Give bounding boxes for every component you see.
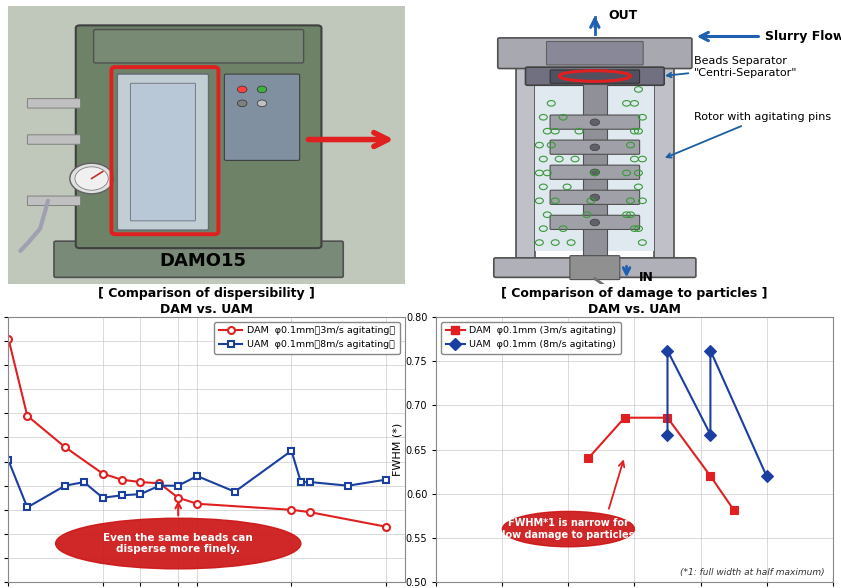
UAM  φ0.1mm（8m/s agitating） [117,492,127,499]
FancyBboxPatch shape [550,70,640,83]
DAM  φ0.1mm（3m/s agitating） [98,470,108,477]
Circle shape [590,169,600,176]
UAM  φ0.1mm（8m/s agitating） [192,473,202,480]
UAM  φ0.1mm (8m/s agitating) [706,431,716,438]
Line: DAM  φ0.1mm (3m/s agitating): DAM φ0.1mm (3m/s agitating) [584,413,738,514]
FancyBboxPatch shape [130,83,195,221]
FancyBboxPatch shape [550,215,640,229]
FancyBboxPatch shape [516,45,536,268]
Text: Even the same beads can
disperse more finely.: Even the same beads can disperse more fi… [103,533,253,554]
FancyBboxPatch shape [28,135,81,144]
Text: (*1: full width at half maximum): (*1: full width at half maximum) [680,568,825,577]
FancyBboxPatch shape [654,45,674,268]
Line: UAM  φ0.1mm（8m/s agitating）: UAM φ0.1mm（8m/s agitating） [5,447,389,511]
FancyBboxPatch shape [76,25,321,248]
Circle shape [590,119,600,126]
DAM  φ0.1mm（3m/s agitating） [117,476,127,483]
UAM  φ0.1mm（8m/s agitating） [154,482,164,489]
UAM  φ0.1mm（8m/s agitating） [381,476,391,483]
Circle shape [590,219,600,226]
Title: [ Comparison of dispersibility ]
DAM vs. UAM: [ Comparison of dispersibility ] DAM vs.… [98,287,315,316]
DAM  φ0.1mm (3m/s agitating) [663,414,673,421]
FancyBboxPatch shape [28,99,81,108]
Text: FWHM*1 is narrow for
low damage to particles: FWHM*1 is narrow for low damage to parti… [502,518,635,540]
UAM  φ0.1mm (8m/s agitating) [663,347,673,354]
FancyBboxPatch shape [28,196,81,206]
FancyBboxPatch shape [494,258,696,278]
UAM  φ0.1mm（8m/s agitating） [79,479,89,486]
UAM  φ0.1mm（8m/s agitating） [173,482,183,489]
UAM  φ0.1mm（8m/s agitating） [60,482,70,489]
FancyBboxPatch shape [526,67,664,85]
Line: UAM  φ0.1mm (8m/s agitating): UAM φ0.1mm (8m/s agitating) [664,346,770,480]
Circle shape [590,144,600,151]
Text: DAMO15: DAMO15 [159,252,246,270]
DAM  φ0.1mm (3m/s agitating) [706,473,716,480]
UAM  φ0.1mm（8m/s agitating） [98,495,108,502]
FancyBboxPatch shape [225,74,299,161]
FancyBboxPatch shape [498,38,692,69]
Text: OUT: OUT [609,9,638,22]
Ellipse shape [502,512,634,547]
DAM  φ0.1mm（3m/s agitating） [154,480,164,487]
UAM  φ0.1mm（8m/s agitating） [305,479,315,486]
DAM  φ0.1mm（3m/s agitating） [173,495,183,502]
UAM  φ0.1mm（8m/s agitating） [230,488,240,495]
UAM  φ0.1mm (8m/s agitating) [706,347,716,354]
Circle shape [75,167,108,190]
UAM  φ0.1mm (8m/s agitating) [663,431,673,438]
Circle shape [237,100,247,106]
DAM  φ0.1mm（3m/s agitating） [3,335,13,342]
Ellipse shape [56,518,301,569]
FancyBboxPatch shape [93,29,304,63]
Circle shape [590,194,600,201]
FancyBboxPatch shape [550,140,640,154]
Legend: DAM  φ0.1mm（3m/s agitating）, UAM  φ0.1mm（8m/s agitating）: DAM φ0.1mm（3m/s agitating）, UAM φ0.1mm（8… [214,322,400,354]
DAM  φ0.1mm (3m/s agitating) [728,506,738,513]
Text: IN: IN [638,271,653,284]
UAM  φ0.1mm（8m/s agitating） [296,479,306,486]
DAM  φ0.1mm（3m/s agitating） [192,500,202,507]
Circle shape [70,163,114,194]
FancyBboxPatch shape [54,241,343,278]
FancyBboxPatch shape [547,42,643,65]
DAM  φ0.1mm（3m/s agitating） [287,506,297,513]
UAM  φ0.1mm (8m/s agitating) [761,473,771,480]
Text: Slurry Flow: Slurry Flow [765,30,841,43]
DAM  φ0.1mm（3m/s agitating） [135,479,145,486]
Text: Beads Separator
"Centri-Separator": Beads Separator "Centri-Separator" [667,56,797,78]
DAM  φ0.1mm（3m/s agitating） [381,523,391,530]
Legend: DAM  φ0.1mm (3m/s agitating), UAM  φ0.1mm (8m/s agitating): DAM φ0.1mm (3m/s agitating), UAM φ0.1mm … [441,322,621,354]
UAM  φ0.1mm（8m/s agitating） [343,482,353,489]
UAM  φ0.1mm（8m/s agitating） [287,447,297,455]
Circle shape [257,100,267,106]
UAM  φ0.1mm（8m/s agitating） [135,490,145,497]
UAM  φ0.1mm（8m/s agitating） [3,457,13,464]
FancyBboxPatch shape [536,84,654,251]
FancyBboxPatch shape [550,190,640,205]
FancyBboxPatch shape [570,256,620,279]
FancyBboxPatch shape [583,84,606,256]
Circle shape [237,86,247,93]
DAM  φ0.1mm (3m/s agitating) [620,414,630,421]
FancyBboxPatch shape [550,165,640,179]
Line: DAM  φ0.1mm（3m/s agitating）: DAM φ0.1mm（3m/s agitating） [5,335,389,530]
UAM  φ0.1mm（8m/s agitating） [22,504,32,511]
Y-axis label: FWHM (*): FWHM (*) [393,423,403,476]
Text: Rotor with agitating pins: Rotor with agitating pins [667,112,831,158]
FancyBboxPatch shape [118,74,209,230]
Circle shape [257,86,267,93]
DAM  φ0.1mm（3m/s agitating） [305,509,315,516]
Title: [ Comparison of damage to particles ]
DAM vs. UAM: [ Comparison of damage to particles ] DA… [501,287,768,316]
DAM  φ0.1mm（3m/s agitating） [60,443,70,450]
FancyBboxPatch shape [8,6,405,285]
DAM  φ0.1mm (3m/s agitating) [583,455,593,462]
FancyBboxPatch shape [550,115,640,129]
DAM  φ0.1mm（3m/s agitating） [22,412,32,419]
